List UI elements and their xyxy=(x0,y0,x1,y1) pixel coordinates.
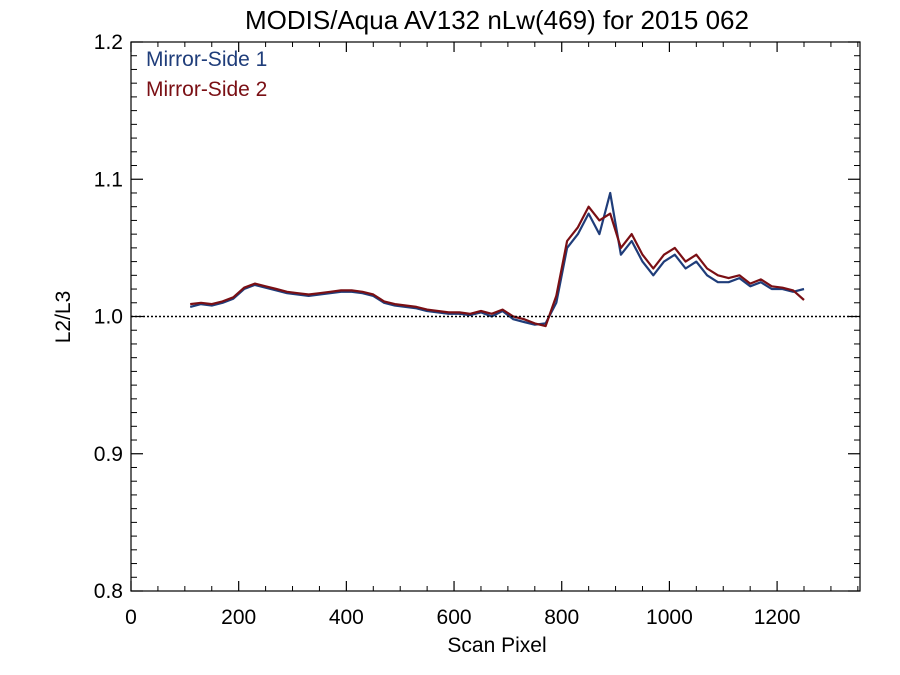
x-tick-label: 600 xyxy=(437,606,472,629)
legend-label-mirror-side-1: Mirror-Side 1 xyxy=(146,48,267,71)
x-tick-label: 1000 xyxy=(646,606,693,629)
x-axis-ticks xyxy=(130,42,859,591)
y-axis-ticks xyxy=(131,41,860,592)
x-tick-label: 200 xyxy=(221,606,256,629)
x-tick-label: 0 xyxy=(125,606,137,629)
y-tick-label: 0.8 xyxy=(94,580,123,603)
y-tick-label: 1.1 xyxy=(94,168,123,191)
series-line-mirror-side-1 xyxy=(189,191,805,326)
y-axis-label: L2/L3 xyxy=(52,291,75,344)
series-line-mirror-side-2 xyxy=(190,205,805,328)
plot-lines xyxy=(189,191,805,328)
x-axis-tick-labels: 0 200 400 600 800 1000 1200 xyxy=(125,606,800,629)
x-tick-label: 1200 xyxy=(754,606,801,629)
y-axis-tick-labels: 0.8 0.9 1.0 1.1 1.2 xyxy=(94,31,123,603)
x-axis-label: Scan Pixel xyxy=(447,634,546,657)
x-tick-label: 800 xyxy=(544,606,579,629)
x-tick-label: 400 xyxy=(329,606,364,629)
legend: Mirror-Side 1 Mirror-Side 2 xyxy=(146,48,267,101)
chart-title: MODIS/Aqua AV132 nLw(469) for 2015 062 xyxy=(245,5,749,35)
y-tick-label: 1.0 xyxy=(94,306,123,329)
legend-label-mirror-side-2: Mirror-Side 2 xyxy=(146,78,267,101)
y-tick-label: 1.2 xyxy=(94,31,123,54)
y-tick-label: 0.9 xyxy=(94,443,123,466)
